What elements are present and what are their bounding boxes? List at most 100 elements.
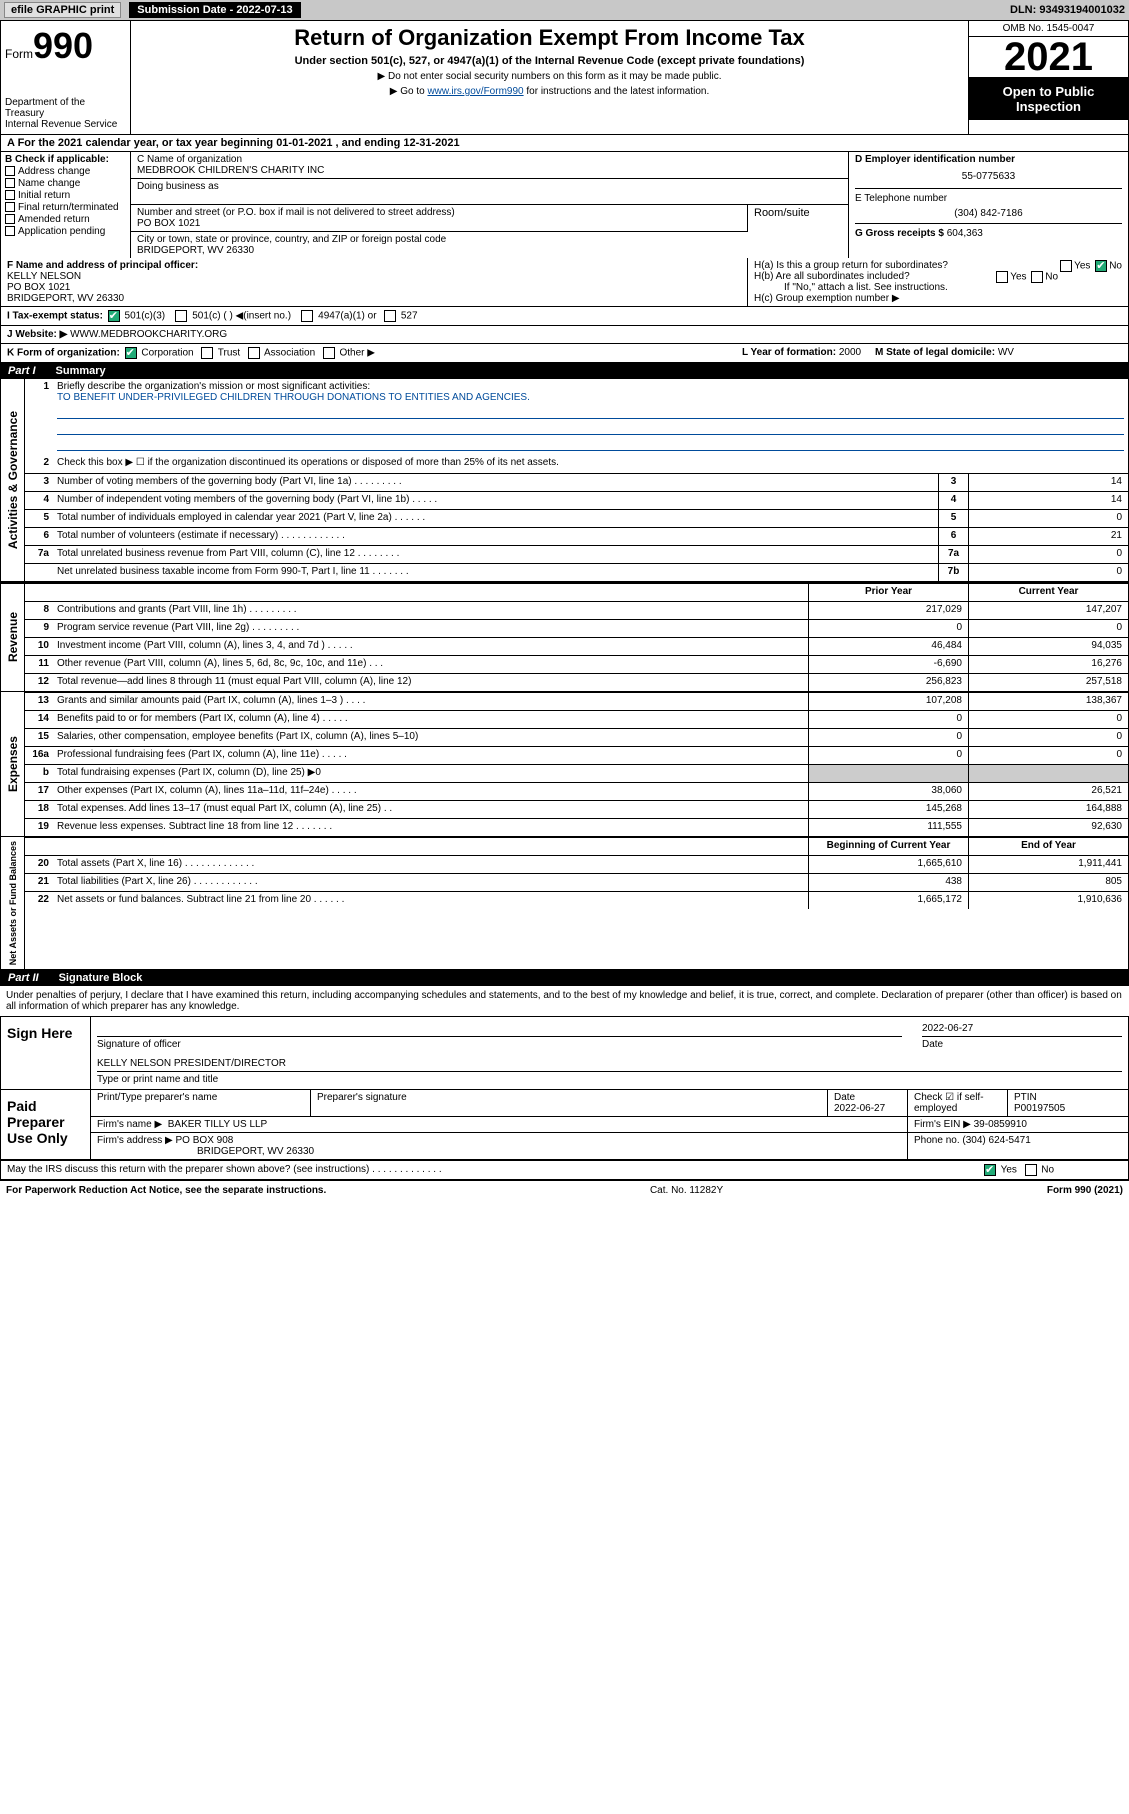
col-current-year: Current Year	[968, 584, 1128, 601]
paid-preparer-label: Paid Preparer Use Only	[1, 1090, 91, 1159]
row-f-h: F Name and address of principal officer:…	[0, 258, 1129, 307]
prep-date: Date2022-06-27	[828, 1090, 908, 1116]
room-suite-cell: Room/suite	[748, 205, 848, 232]
cb-final-return[interactable]: Final return/terminated	[5, 202, 126, 213]
form-title: Return of Organization Exempt From Incom…	[139, 25, 960, 51]
line-21-prior: 438	[808, 874, 968, 891]
line-6-value: 21	[968, 528, 1128, 545]
line-3-value: 14	[968, 474, 1128, 491]
line-2: Check this box ▶ ☐ if the organization d…	[53, 455, 1128, 473]
line-15-current: 0	[968, 729, 1128, 746]
form-note-1: ▶ Do not enter social security numbers o…	[139, 71, 960, 82]
line-14-text: Benefits paid to or for members (Part IX…	[53, 711, 808, 728]
cat-number: Cat. No. 11282Y	[326, 1185, 1047, 1196]
line-8-current: 147,207	[968, 602, 1128, 619]
gross-receipts: G Gross receipts $ 604,363	[855, 223, 1122, 239]
line-9-current: 0	[968, 620, 1128, 637]
col-prior-year: Prior Year	[808, 584, 968, 601]
line-22-prior: 1,665,172	[808, 892, 968, 909]
officer-name: KELLY NELSON	[7, 271, 741, 282]
col-beginning-year: Beginning of Current Year	[808, 838, 968, 855]
tel-value: (304) 842-7186	[855, 208, 1122, 219]
line-8-prior: 217,029	[808, 602, 968, 619]
cb-corporation[interactable]	[125, 347, 137, 359]
cb-name-change[interactable]: Name change	[5, 178, 126, 189]
line-7b-text: Net unrelated business taxable income fr…	[53, 564, 938, 581]
side-net-assets: Net Assets or Fund Balances	[6, 837, 20, 969]
sign-here-label: Sign Here	[1, 1017, 91, 1089]
line-5-box: 5	[938, 510, 968, 527]
line-22-text: Net assets or fund balances. Subtract li…	[53, 892, 808, 909]
h-c-exemption: H(c) Group exemption number ▶	[754, 293, 1122, 304]
prep-name-hdr: Print/Type preparer's name	[91, 1090, 311, 1116]
line-13-current: 138,367	[968, 693, 1128, 710]
side-revenue: Revenue	[4, 608, 22, 666]
line-22-current: 1,910,636	[968, 892, 1128, 909]
h-a-group-return: H(a) Is this a group return for subordin…	[754, 260, 1122, 271]
form-note-2: ▶ Go to www.irs.gov/Form990 for instruct…	[139, 86, 960, 97]
cb-other[interactable]	[323, 347, 335, 359]
line-10-prior: 46,484	[808, 638, 968, 655]
line-13-text: Grants and similar amounts paid (Part IX…	[53, 693, 808, 710]
cb-4947[interactable]	[301, 310, 313, 322]
line-20-prior: 1,665,610	[808, 856, 968, 873]
line-9-prior: 0	[808, 620, 968, 637]
line-8-text: Contributions and grants (Part VIII, lin…	[53, 602, 808, 619]
line-7a-box: 7a	[938, 546, 968, 563]
side-activities-governance: Activities & Governance	[4, 407, 22, 553]
dln-number: DLN: 93493194001032	[1010, 4, 1125, 16]
line-21-text: Total liabilities (Part X, line 26) . . …	[53, 874, 808, 891]
cb-amended-return[interactable]: Amended return	[5, 214, 126, 225]
cb-trust[interactable]	[201, 347, 213, 359]
side-expenses: Expenses	[4, 732, 22, 796]
paperwork-notice: For Paperwork Reduction Act Notice, see …	[6, 1185, 326, 1196]
line-17-text: Other expenses (Part IX, column (A), lin…	[53, 783, 808, 800]
cb-association[interactable]	[248, 347, 260, 359]
sig-officer-label: Signature of officer	[97, 1039, 902, 1050]
cb-initial-return[interactable]: Initial return	[5, 190, 126, 201]
officer-addr1: PO BOX 1021	[7, 282, 741, 293]
part-1-header: Part ISummary	[0, 363, 1129, 379]
col-b-checkboxes: B Check if applicable: Address change Na…	[1, 152, 131, 258]
cb-527[interactable]	[384, 310, 396, 322]
line-18-text: Total expenses. Add lines 13–17 (must eq…	[53, 801, 808, 818]
efile-print-button[interactable]: efile GRAPHIC print	[4, 2, 121, 18]
line-11-text: Other revenue (Part VIII, column (A), li…	[53, 656, 808, 673]
open-public-badge: Open to Public Inspection	[969, 78, 1128, 120]
line-18-current: 164,888	[968, 801, 1128, 818]
h-b-note: If "No," attach a list. See instructions…	[754, 282, 1122, 293]
line-7a-text: Total unrelated business revenue from Pa…	[53, 546, 938, 563]
cb-501c3[interactable]	[108, 310, 120, 322]
line-b-current	[968, 765, 1128, 782]
line-4-text: Number of independent voting members of …	[53, 492, 938, 509]
row-i-tax-status: I Tax-exempt status: 501(c)(3) 501(c) ( …	[0, 307, 1129, 326]
line-19-current: 92,630	[968, 819, 1128, 836]
line-11-prior: -6,690	[808, 656, 968, 673]
cb-application-pending[interactable]: Application pending	[5, 226, 126, 237]
cb-501c[interactable]	[175, 310, 187, 322]
irs-label: Internal Revenue Service	[5, 119, 126, 130]
mission-label: Briefly describe the organization's miss…	[57, 381, 1124, 392]
cb-address-change[interactable]: Address change	[5, 166, 126, 177]
line-5-text: Total number of individuals employed in …	[53, 510, 938, 527]
line-19-prior: 111,555	[808, 819, 968, 836]
prep-ptin: PTINP00197505	[1008, 1090, 1128, 1116]
website-value: WWW.MEDBROOKCHARITY.ORG	[70, 329, 227, 340]
line-12-text: Total revenue—add lines 8 through 11 (mu…	[53, 674, 808, 691]
line-7b-box: 7b	[938, 564, 968, 581]
line-4-value: 14	[968, 492, 1128, 509]
org-name-cell: C Name of organization MEDBROOK CHILDREN…	[131, 152, 848, 179]
page-footer: For Paperwork Reduction Act Notice, see …	[0, 1180, 1129, 1200]
line-20-text: Total assets (Part X, line 16) . . . . .…	[53, 856, 808, 873]
row-a-tax-year: A For the 2021 calendar year, or tax yea…	[0, 135, 1129, 152]
sig-date-label: Date	[922, 1039, 1122, 1050]
line-5-value: 0	[968, 510, 1128, 527]
top-bar: efile GRAPHIC print Submission Date - 20…	[0, 0, 1129, 20]
line-14-current: 0	[968, 711, 1128, 728]
line-21-current: 805	[968, 874, 1128, 891]
year-formation-label: L Year of formation:	[742, 347, 836, 358]
form-number: Form990	[5, 25, 126, 67]
line-9-text: Program service revenue (Part VIII, line…	[53, 620, 808, 637]
line-12-current: 257,518	[968, 674, 1128, 691]
irs-link[interactable]: www.irs.gov/Form990	[427, 86, 523, 97]
